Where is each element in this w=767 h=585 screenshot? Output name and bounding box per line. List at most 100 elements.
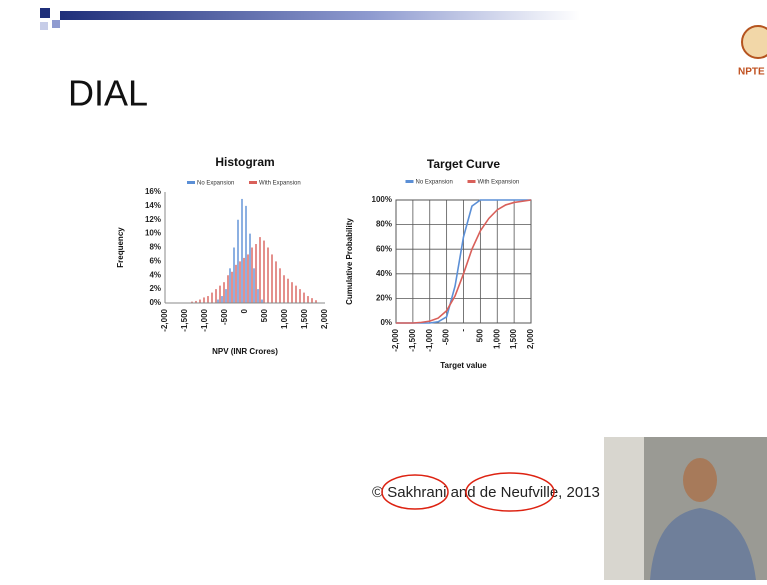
bar bbox=[241, 199, 242, 303]
x-tick-label: -2,000 bbox=[160, 308, 169, 331]
bar bbox=[247, 254, 248, 303]
bar bbox=[259, 237, 260, 303]
bar bbox=[303, 293, 304, 303]
bar bbox=[283, 275, 284, 303]
presenter-video bbox=[604, 437, 767, 580]
header-bar bbox=[60, 11, 580, 20]
bar bbox=[199, 300, 200, 303]
x-tick-label: 1,500 bbox=[509, 328, 518, 349]
legend-label: With Expansion bbox=[259, 181, 301, 187]
bar bbox=[275, 261, 276, 303]
bar bbox=[207, 296, 208, 303]
bar bbox=[211, 293, 212, 303]
slide: NPTE DIAL © Sakhrani and de Neufville, 2… bbox=[0, 0, 767, 580]
y-axis-label: Cumulative Probability bbox=[345, 218, 354, 305]
y-tick-label: 14% bbox=[145, 201, 161, 210]
header-square bbox=[52, 20, 60, 28]
bar bbox=[279, 268, 280, 303]
y-tick-label: 8% bbox=[149, 243, 161, 252]
x-tick-label: - bbox=[459, 329, 468, 332]
bar bbox=[263, 241, 264, 303]
bar bbox=[243, 258, 244, 303]
chart-title: Target Curve bbox=[427, 157, 500, 171]
bar bbox=[217, 300, 218, 303]
bar bbox=[287, 279, 288, 303]
bar bbox=[307, 296, 308, 303]
bar bbox=[225, 289, 226, 303]
bar bbox=[295, 286, 296, 303]
bar bbox=[219, 286, 220, 303]
bar bbox=[311, 298, 312, 303]
x-tick-label: 2,000 bbox=[526, 328, 535, 349]
bar bbox=[215, 289, 216, 303]
y-tick-label: 12% bbox=[145, 215, 161, 224]
x-axis-label: Target value bbox=[440, 361, 487, 370]
bar bbox=[253, 268, 254, 303]
bar bbox=[255, 244, 256, 303]
bar bbox=[203, 297, 204, 303]
x-tick-label: -1,500 bbox=[180, 308, 189, 331]
x-tick-label: 1,000 bbox=[492, 328, 501, 349]
bar bbox=[229, 268, 230, 303]
y-tick-label: 20% bbox=[376, 294, 392, 303]
bar bbox=[237, 220, 238, 303]
x-tick-label: 2,000 bbox=[320, 308, 329, 329]
bar bbox=[245, 206, 246, 303]
x-axis-label: NPV (INR Crores) bbox=[212, 347, 278, 356]
bar bbox=[227, 275, 228, 303]
y-tick-label: 0% bbox=[380, 318, 392, 327]
legend-swatch bbox=[249, 181, 257, 184]
y-tick-label: 100% bbox=[372, 195, 392, 204]
header-square bbox=[40, 22, 48, 30]
y-tick-label: 16% bbox=[145, 187, 161, 196]
y-tick-label: 4% bbox=[149, 270, 161, 279]
y-tick-label: 2% bbox=[149, 284, 161, 293]
bar bbox=[261, 300, 262, 303]
y-tick-label: 60% bbox=[376, 244, 392, 253]
video-wall bbox=[604, 437, 644, 580]
bar bbox=[251, 248, 252, 304]
legend-label: With Expansion bbox=[478, 180, 520, 186]
bar bbox=[249, 234, 250, 303]
bar bbox=[239, 261, 240, 303]
bar bbox=[267, 248, 268, 304]
slide-title: DIAL bbox=[68, 73, 148, 114]
x-tick-label: 1,500 bbox=[300, 308, 309, 329]
x-tick-label: 1,000 bbox=[280, 308, 289, 329]
bar bbox=[271, 254, 272, 303]
x-tick-label: -1,000 bbox=[200, 308, 209, 331]
y-tick-label: 0% bbox=[149, 298, 161, 307]
bar bbox=[257, 289, 258, 303]
presenter-head bbox=[683, 458, 717, 502]
logo-text: NPTE bbox=[738, 67, 765, 78]
bar bbox=[221, 296, 222, 303]
y-tick-label: 6% bbox=[149, 256, 161, 265]
logo bbox=[742, 26, 767, 58]
y-tick-label: 10% bbox=[145, 229, 161, 238]
bar bbox=[233, 248, 234, 304]
x-tick-label: 0 bbox=[240, 308, 249, 313]
x-tick-label: 500 bbox=[260, 308, 269, 322]
x-tick-label: 500 bbox=[475, 328, 484, 342]
chart-title: Histogram bbox=[215, 155, 274, 169]
bar bbox=[299, 289, 300, 303]
page: NPTE DIAL © Sakhrani and de Neufville, 2… bbox=[0, 0, 767, 580]
legend-label: No Expansion bbox=[197, 181, 234, 187]
y-tick-label: 80% bbox=[376, 220, 392, 229]
bar bbox=[223, 282, 224, 303]
bar bbox=[235, 265, 236, 303]
x-tick-label: -1,000 bbox=[425, 328, 434, 351]
legend-swatch bbox=[406, 180, 414, 183]
bar bbox=[291, 282, 292, 303]
bar bbox=[231, 272, 232, 303]
y-axis-label: Frequency bbox=[116, 227, 125, 268]
x-tick-label: -2,000 bbox=[391, 328, 400, 351]
y-tick-label: 40% bbox=[376, 269, 392, 278]
x-tick-label: -500 bbox=[442, 328, 451, 345]
legend-swatch bbox=[187, 181, 195, 184]
legend-label: No Expansion bbox=[416, 180, 453, 186]
x-tick-label: -1,500 bbox=[408, 328, 417, 351]
x-tick-label: -500 bbox=[220, 308, 229, 325]
header-square bbox=[40, 8, 50, 18]
legend-swatch bbox=[468, 180, 476, 183]
